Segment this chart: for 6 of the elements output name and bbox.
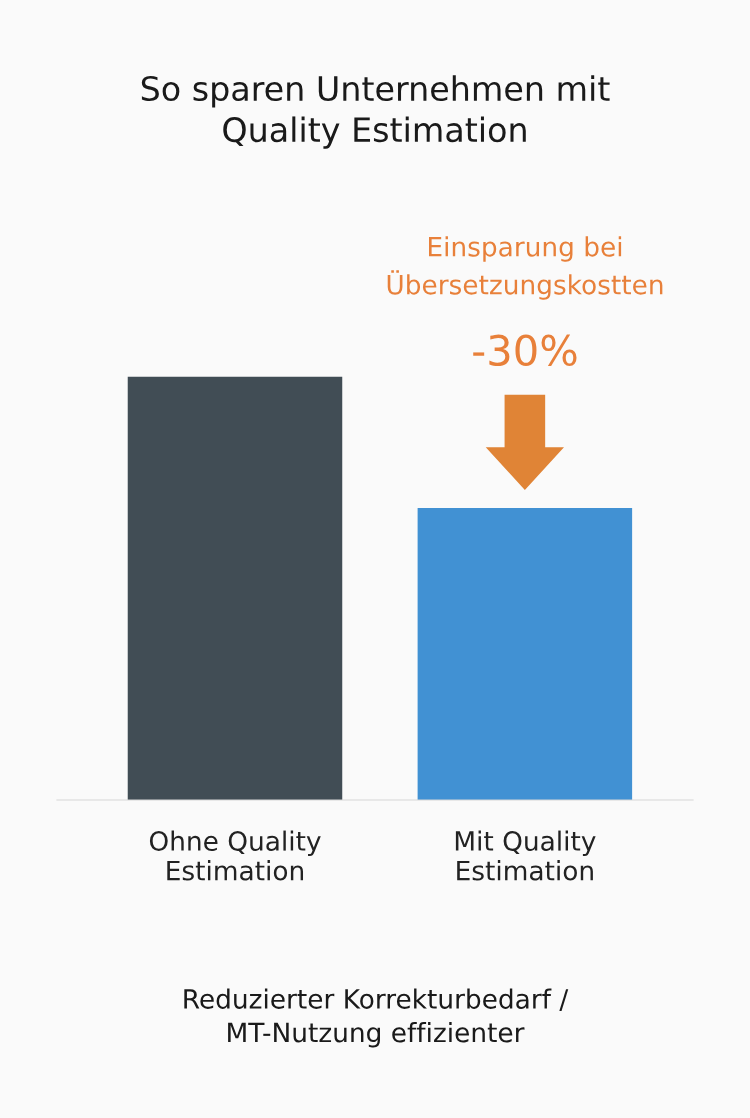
x-tick-label: Mit Quality Estimation: [455, 830, 596, 881]
text: Reduzierter Korrekturbedarf / MT-Nutzung effizienter: [184, 988, 569, 1048]
text: -30%: [473, 334, 577, 367]
text: Einsparung bei Übersetzungskostten: [387, 236, 663, 300]
chart-title: So sparen Unternehmen mit Quality Estimation: [141, 75, 610, 149]
x-tick-label: Ohne Quality Estimation: [149, 830, 321, 881]
